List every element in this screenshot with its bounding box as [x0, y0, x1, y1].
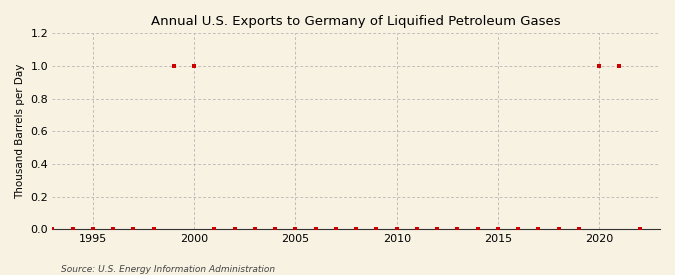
Y-axis label: Thousand Barrels per Day: Thousand Barrels per Day [15, 64, 25, 199]
Text: Source: U.S. Energy Information Administration: Source: U.S. Energy Information Administ… [61, 265, 275, 274]
Title: Annual U.S. Exports to Germany of Liquified Petroleum Gases: Annual U.S. Exports to Germany of Liquif… [151, 15, 561, 28]
